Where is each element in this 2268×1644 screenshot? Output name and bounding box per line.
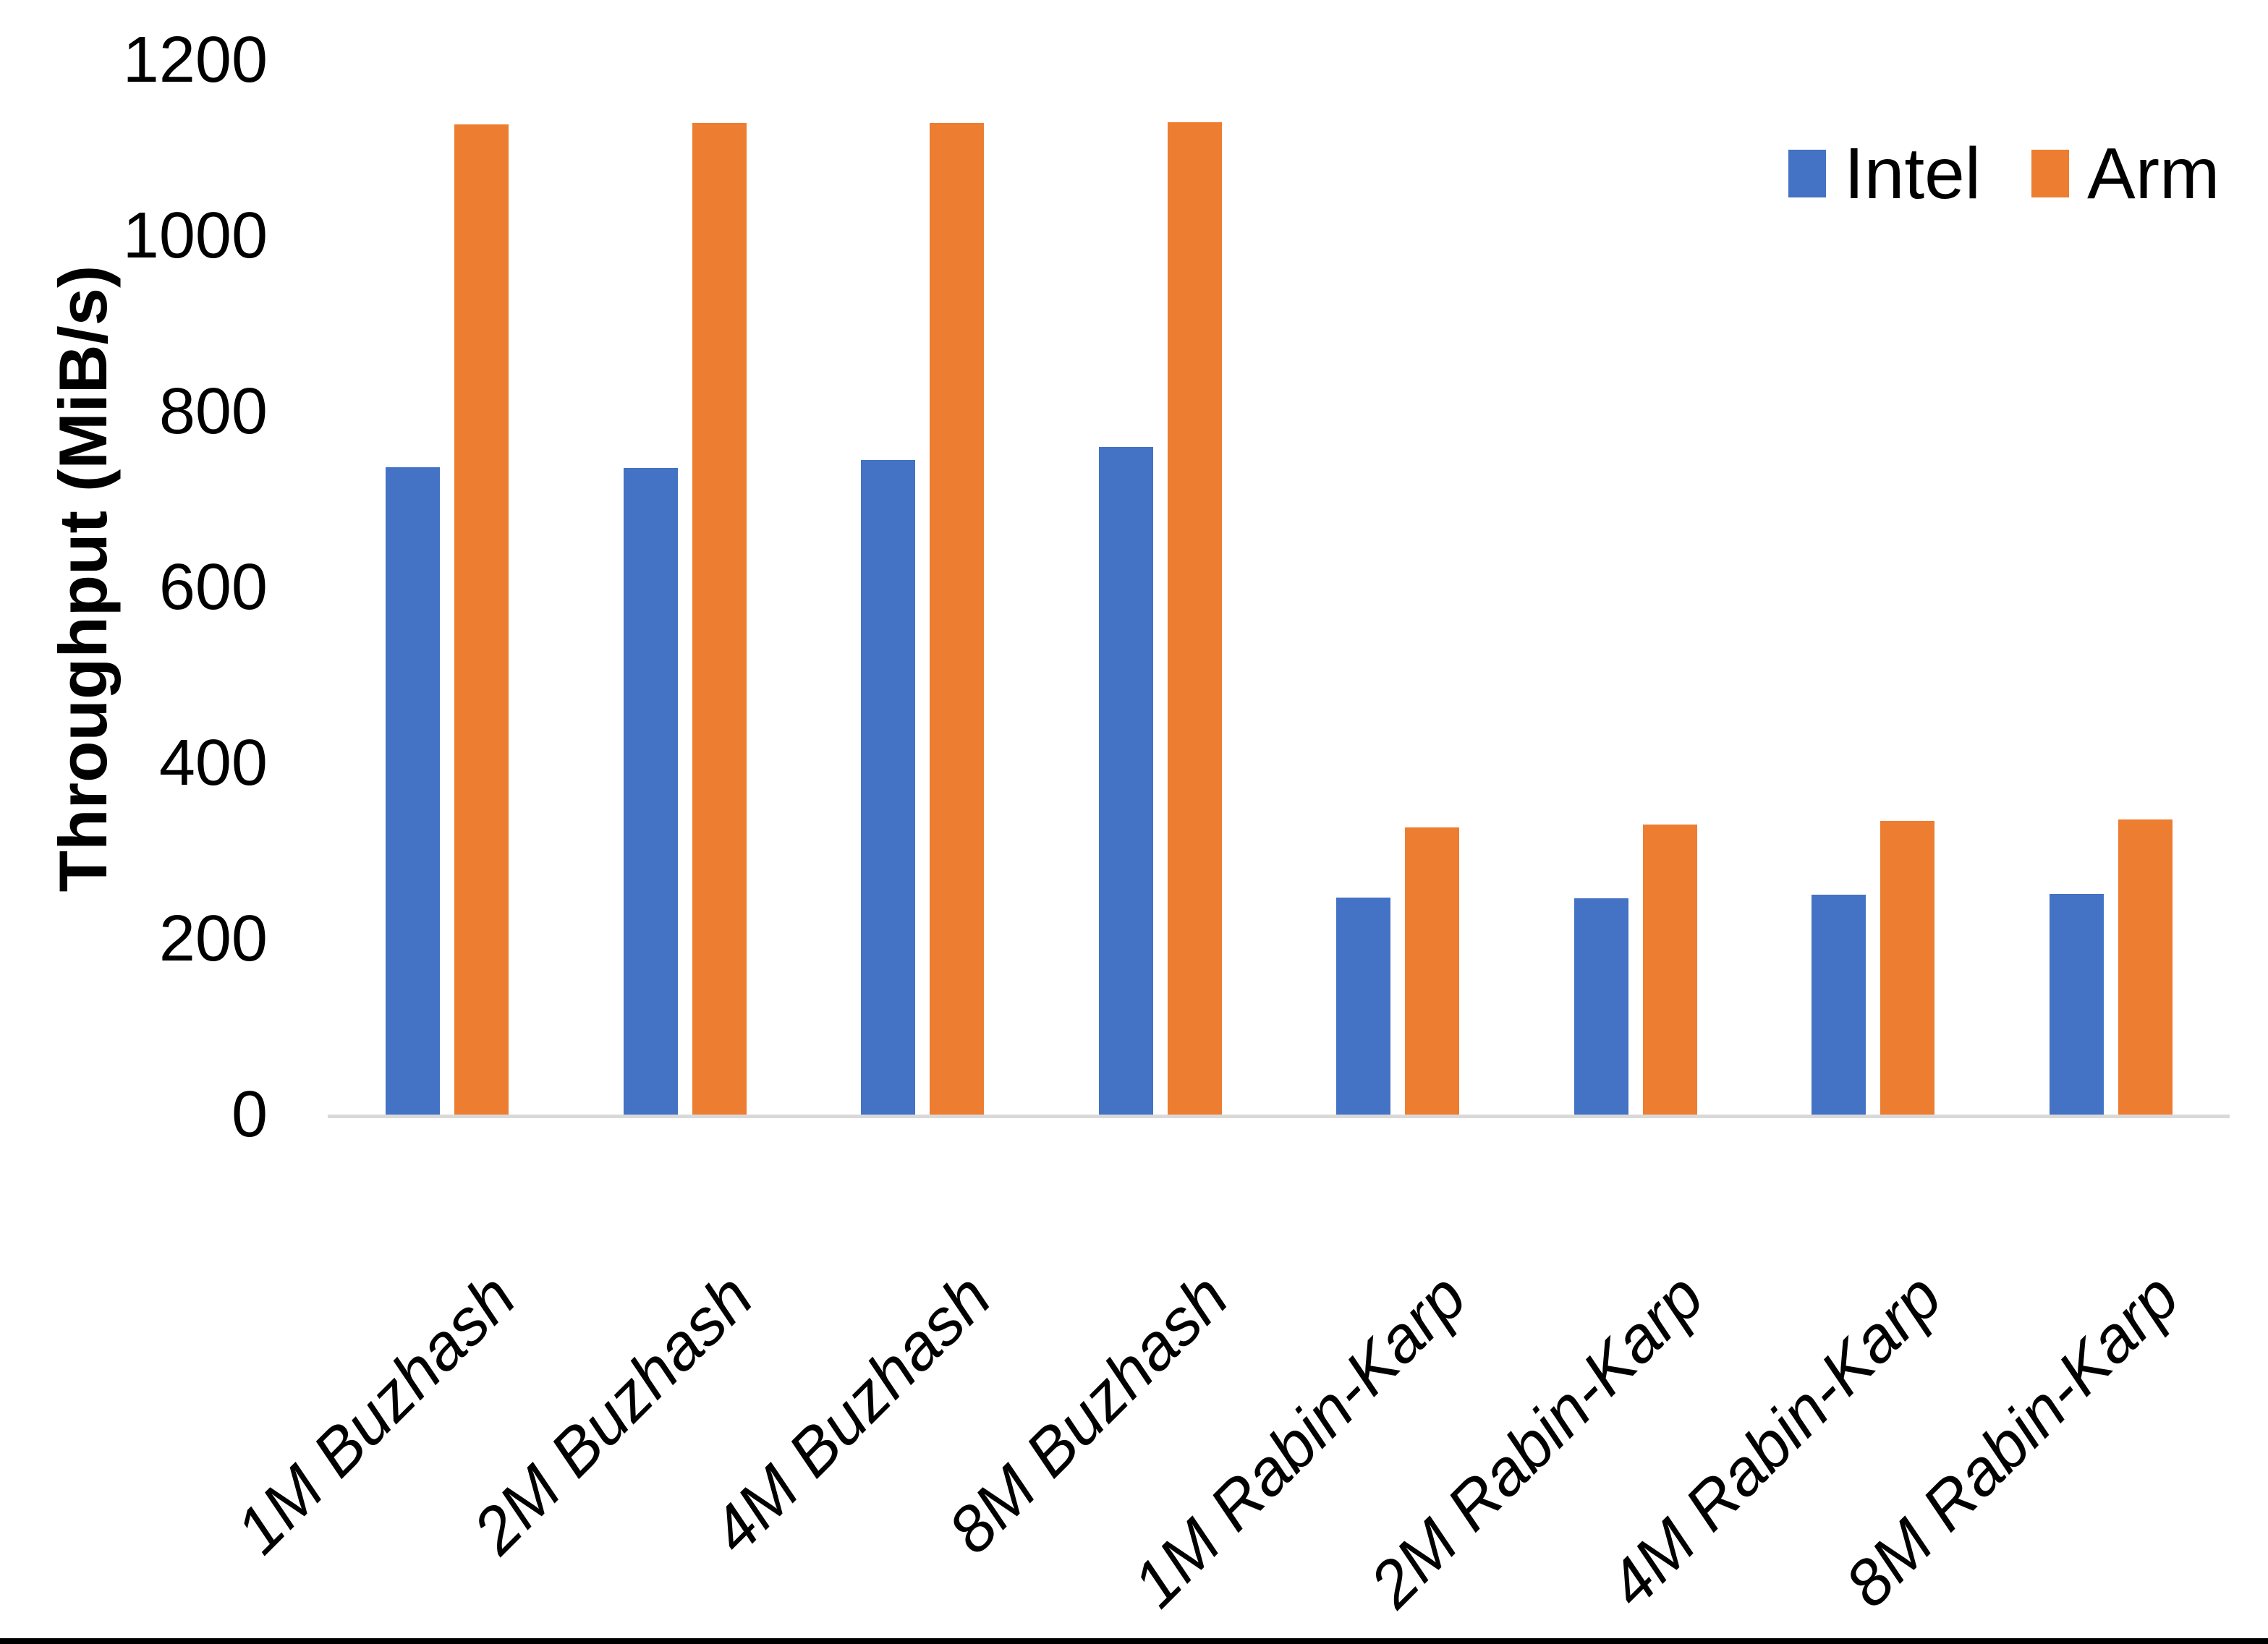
legend-label-intel: Intel	[1844, 133, 1982, 214]
bar-arm-2m-rabin-karp	[1642, 825, 1697, 1115]
bar-intel-8m-buzhash	[1098, 446, 1153, 1115]
legend: Intel Arm	[1788, 137, 2220, 210]
bar-arm-4m-rabin-karp	[1880, 821, 1934, 1115]
y-tick-label-0: 0	[231, 1078, 268, 1151]
bar-arm-1m-buzhash	[454, 124, 509, 1115]
bar-arm-4m-buzhash	[930, 123, 984, 1115]
bar-intel-2m-rabin-karp	[1573, 898, 1628, 1115]
y-tick-label-400: 400	[158, 727, 268, 799]
bar-intel-4m-buzhash	[861, 459, 915, 1115]
legend-marker-intel-icon	[1788, 150, 1826, 197]
y-tick-label-1200: 1200	[122, 24, 268, 96]
y-tick-label-600: 600	[158, 551, 268, 623]
bar-arm-1m-rabin-karp	[1405, 827, 1459, 1115]
y-tick-label-200: 200	[158, 903, 268, 975]
bar-arm-8m-buzhash	[1167, 122, 1222, 1115]
bar-intel-4m-rabin-karp	[1812, 895, 1866, 1115]
bar-intel-1m-buzhash	[386, 467, 440, 1115]
y-tick-label-800: 800	[158, 375, 268, 448]
x-axis-line	[328, 1115, 2230, 1118]
legend-item-intel: Intel	[1788, 137, 1981, 210]
bar-intel-1m-rabin-karp	[1336, 897, 1390, 1115]
y-tick-label-1000: 1000	[122, 200, 268, 272]
legend-item-arm: Arm	[2031, 137, 2220, 210]
bottom-border	[0, 1638, 2268, 1644]
bar-intel-8m-rabin-karp	[2049, 894, 2104, 1115]
bar-intel-2m-buzhash	[623, 467, 678, 1115]
legend-marker-arm-icon	[2031, 150, 2070, 197]
legend-label-arm: Arm	[2087, 133, 2220, 214]
bar-arm-8m-rabin-karp	[2118, 819, 2173, 1115]
bar-arm-2m-buzhash	[692, 123, 747, 1115]
